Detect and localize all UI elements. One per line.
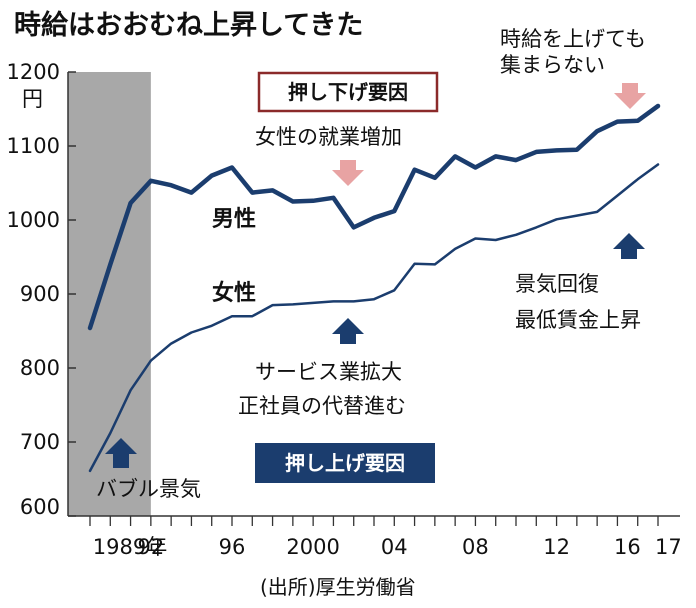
- women-employment-note: 女性の就業増加: [255, 125, 402, 149]
- series-lines: [87, 103, 661, 473]
- push-down-factor-label: 押し下げ要因: [288, 80, 408, 104]
- series-label-men: 男性: [212, 207, 256, 232]
- x-tick-label: 04: [381, 535, 408, 559]
- x-tick-label: 96: [219, 535, 246, 559]
- service-note-line2: 正社員の代替進む: [238, 394, 406, 418]
- x-tick-label: 08: [462, 535, 489, 559]
- y-tick-label: 600: [20, 495, 60, 519]
- push-up-factor-box: [255, 443, 435, 483]
- y-tick-label: 1000: [7, 208, 60, 232]
- series-label-women: 女性: [212, 280, 256, 306]
- y-tick-label: 700: [20, 430, 60, 454]
- up-arrow-icon: [105, 438, 137, 468]
- recovery-note-line2: 最低賃金上昇: [515, 308, 641, 332]
- up-arrow-icon: [613, 233, 645, 259]
- down-arrow-icon: [614, 83, 646, 109]
- x-tick-label: 17: [655, 535, 682, 559]
- x-tick-label: 92: [137, 535, 164, 559]
- source-note: (出所)厚生労働省: [260, 575, 416, 599]
- push-down-factor-box: [257, 71, 439, 113]
- push-up-factor-label: 押し上げ要因: [285, 451, 405, 475]
- wage-hike-note-line1: 時給を上げても: [500, 27, 646, 51]
- up-arrow-icon: [332, 318, 364, 344]
- bubble-economy-label: バブル景気: [96, 477, 201, 501]
- series-line-women: [88, 163, 660, 473]
- x-tick-label: 16: [614, 535, 641, 559]
- y-tick-label: 900: [20, 282, 60, 306]
- wage-hike-note-line2: 集まらない: [500, 53, 605, 77]
- y-ticks: 600 700 800 900 1000 1100 1200: [7, 60, 76, 519]
- down-arrow-icon: [332, 160, 364, 186]
- recovery-note-line1: 景気回復: [515, 272, 599, 296]
- series-line-men: [87, 103, 661, 331]
- service-note-line1: サービス業拡大: [255, 360, 402, 384]
- x-tick-label: 12: [543, 535, 570, 559]
- y-tick-label: 1200: [7, 60, 60, 84]
- x-tick-label: 1989年: [93, 535, 167, 559]
- bubble-period-shade: [68, 72, 151, 516]
- y-axis-unit: 円: [22, 87, 43, 111]
- x-tick-label: 2000: [286, 535, 339, 559]
- chart-title: 時給はおおむね上昇してきた: [14, 9, 363, 41]
- y-tick-label: 800: [20, 356, 60, 380]
- y-tick-label: 1100: [7, 134, 60, 158]
